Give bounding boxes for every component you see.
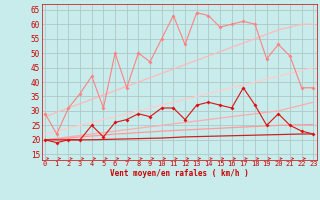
- X-axis label: Vent moyen/en rafales ( km/h ): Vent moyen/en rafales ( km/h ): [110, 169, 249, 178]
